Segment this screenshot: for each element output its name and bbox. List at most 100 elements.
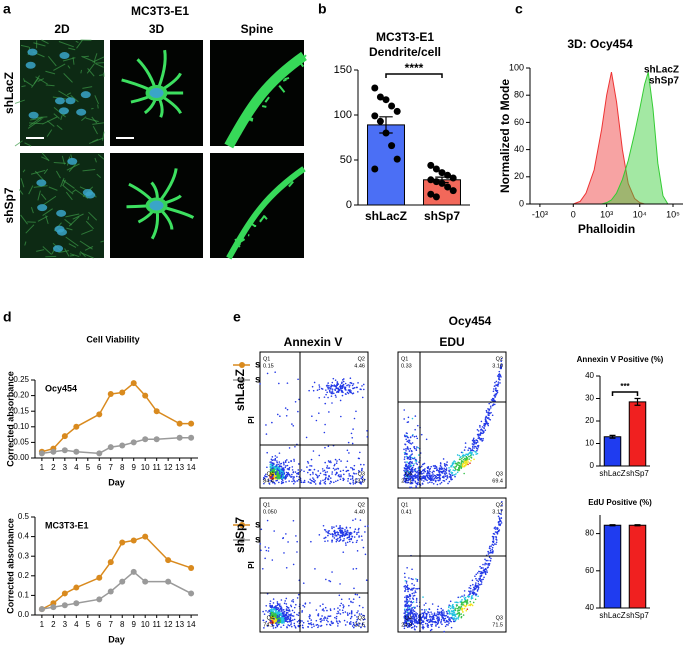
actin-fiber xyxy=(58,250,69,253)
flow-dot xyxy=(329,615,332,617)
flow-dot xyxy=(405,588,407,591)
flow-dot xyxy=(500,522,503,524)
flow-dot xyxy=(338,475,341,478)
spine xyxy=(278,84,286,93)
flow-dot xyxy=(461,604,463,606)
actin-fiber xyxy=(18,189,24,195)
flow-plot xyxy=(397,351,507,489)
flow-dot xyxy=(477,446,480,448)
flow-dot xyxy=(479,565,481,568)
flow-dot xyxy=(340,474,342,476)
x-tick-label: 7 xyxy=(109,463,114,472)
flow-dot xyxy=(338,474,340,476)
actin-fiber xyxy=(82,86,93,89)
flow-dot xyxy=(427,482,429,484)
flow-dot xyxy=(426,472,429,474)
flow-dot xyxy=(468,455,470,458)
flow-dot xyxy=(348,604,350,607)
flow-dot xyxy=(274,618,277,621)
flow-dot xyxy=(499,374,502,377)
flow-dot xyxy=(476,589,479,591)
actin-fiber xyxy=(96,173,102,178)
flow-dot xyxy=(417,454,420,456)
flow-dot xyxy=(403,451,406,454)
quadrant-name: Q2 xyxy=(496,356,503,362)
flow-dot xyxy=(309,464,311,467)
flow-dot xyxy=(271,610,274,612)
flow-dot xyxy=(412,464,415,467)
flow-dot xyxy=(352,428,354,430)
series-point xyxy=(176,434,183,441)
flow-dot xyxy=(329,480,332,483)
series-point xyxy=(130,439,137,446)
flow-dot xyxy=(295,603,297,606)
flow-dot xyxy=(483,427,485,429)
flow-dot xyxy=(487,424,490,427)
x-tick-label: 10⁴ xyxy=(633,209,647,219)
flow-dot xyxy=(339,526,341,528)
flow-dot xyxy=(489,551,492,553)
flow-dot xyxy=(297,614,300,617)
series-point xyxy=(119,442,126,449)
flow-dot xyxy=(339,399,342,402)
flow-dot xyxy=(277,475,279,477)
flow-dot xyxy=(414,590,417,592)
flow-dot xyxy=(327,478,330,481)
flow-dot xyxy=(436,468,438,471)
flow-dot xyxy=(440,471,443,474)
flow-dot xyxy=(297,469,300,471)
x-tick-label: 13 xyxy=(175,463,184,472)
flow-dot xyxy=(438,472,441,474)
flow-dot xyxy=(362,383,365,386)
flow-dot xyxy=(403,572,406,575)
flow-dot xyxy=(460,616,463,619)
flow-dot xyxy=(291,469,294,471)
flow-dot xyxy=(340,415,342,418)
flow-dot xyxy=(414,468,417,470)
flow-dot xyxy=(297,619,300,622)
flow-dot xyxy=(277,607,279,609)
actin-fiber xyxy=(72,56,75,65)
actin-fiber xyxy=(62,179,66,186)
flow-dot xyxy=(291,480,293,483)
flow-dot xyxy=(411,456,413,459)
flow-dot xyxy=(501,363,503,366)
flow-dot xyxy=(404,610,407,613)
flow-dot xyxy=(293,606,296,609)
flow-dot xyxy=(466,462,469,464)
flow-dot xyxy=(484,420,487,423)
flow-dot xyxy=(415,626,418,628)
flow-dot xyxy=(479,429,482,431)
flow-dot xyxy=(453,460,456,462)
flow-dot xyxy=(477,586,480,589)
data-point xyxy=(382,129,390,137)
flow-dot xyxy=(289,475,291,477)
flow-dot xyxy=(306,466,308,468)
flow-dot xyxy=(263,613,266,615)
flow-dot xyxy=(298,398,300,401)
flow-dot xyxy=(353,387,356,389)
flow-dot xyxy=(406,604,408,606)
flow-dot xyxy=(414,473,417,476)
flow-dot xyxy=(490,545,493,547)
flow-dot xyxy=(485,409,488,412)
actin-fiber xyxy=(93,59,96,64)
flow-dot xyxy=(404,587,407,589)
panel-label: c xyxy=(515,1,523,17)
flow-dot xyxy=(288,618,291,621)
flow-dot xyxy=(425,617,428,620)
flow-dot xyxy=(293,622,296,625)
flow-dot xyxy=(411,450,413,453)
flow-dot xyxy=(448,611,451,614)
actin-fiber xyxy=(70,94,79,103)
flow-dot xyxy=(449,600,452,603)
flow-dot xyxy=(412,612,414,614)
flow-dot xyxy=(430,476,432,479)
flow-dot xyxy=(342,604,344,606)
flow-dot xyxy=(416,437,419,440)
flow-dot xyxy=(455,465,457,468)
flow-dot xyxy=(491,546,494,549)
flow-dot xyxy=(342,380,345,383)
x-tick-label: 11 xyxy=(153,620,162,629)
flow-dot xyxy=(415,476,418,479)
